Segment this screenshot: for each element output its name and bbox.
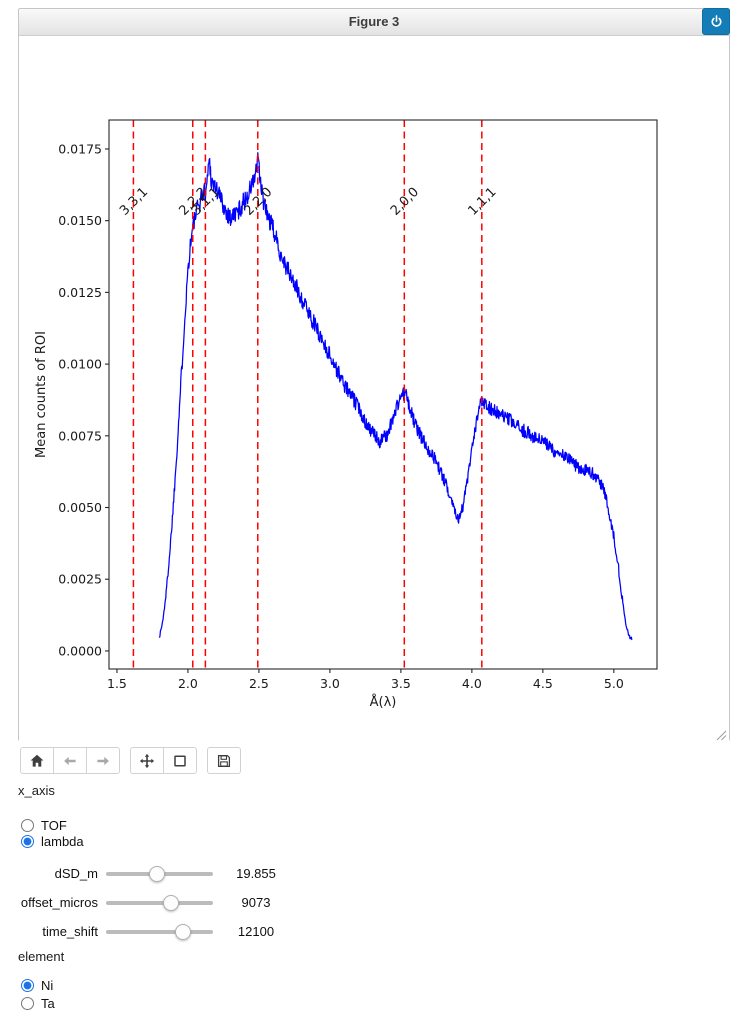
pan-icon [139, 753, 155, 768]
figure-titlebar: Figure 3 [19, 8, 730, 36]
offset_micros-slider-track[interactable] [106, 894, 213, 911]
save-button[interactable] [207, 747, 241, 774]
close-figure-button[interactable] [702, 8, 730, 35]
element-section-label: element [18, 949, 65, 964]
y-tick-label: 0.0075 [58, 428, 102, 443]
dSD_m-slider-handle[interactable] [148, 865, 165, 882]
figure-widget: Figure 3 3,3,1 2,2,2 3,1,1 2,2,0 2,0,0 1,1,1 1… [18, 8, 730, 741]
slider-row-time_shift: time_shift 12100 [0, 917, 320, 946]
back-button[interactable] [53, 747, 87, 774]
radio-label: TOF [41, 817, 67, 833]
figure-title: Figure 3 [348, 14, 400, 29]
resize-grip-icon [716, 730, 727, 741]
zoom-rect-button[interactable] [163, 747, 197, 774]
plot-canvas-area: 3,3,1 2,2,2 3,1,1 2,2,0 2,0,0 1,1,1 1.5 2.0 2.5 3… [19, 36, 729, 741]
y-tick-label: 0.0150 [58, 213, 102, 228]
x_axis-option-TOF[interactable]: TOF [19, 817, 84, 833]
slider-stack: dSD_m 19.855 offset_micros 9073 time_shift 12… [0, 859, 320, 946]
radio-label: lambda [41, 833, 84, 849]
x_axis-radio-TOF[interactable] [21, 818, 34, 832]
x-tick-label: 5.0 [604, 676, 624, 691]
toolbar-button-group [207, 747, 241, 774]
offset_micros-readout: 9073 [241, 895, 271, 910]
x_axis-option-lambda[interactable]: lambda [19, 833, 84, 849]
element-radio-group: Ni Ta [19, 976, 55, 1012]
y-tick-label: 0.0000 [58, 643, 102, 658]
y-tick-label: 0.0025 [58, 572, 102, 587]
x-tick-label: 2.0 [178, 676, 198, 691]
dSD_m-slider-track[interactable] [106, 865, 213, 882]
element-option-Ta[interactable]: Ta [19, 994, 55, 1012]
radio-label: Ni [41, 977, 54, 993]
slider-row-dSD_m: dSD_m 19.855 [0, 859, 320, 888]
back-icon [64, 756, 76, 765]
resize-handle[interactable] [716, 728, 727, 741]
slider-label: dSD_m [54, 866, 98, 881]
x-tick-label: 3.5 [391, 676, 411, 691]
element-radio-Ta[interactable] [21, 996, 34, 1010]
element-radio-Ni[interactable] [21, 978, 34, 992]
x-axis-section-label: x_axis [18, 783, 55, 798]
home-icon [30, 754, 44, 767]
x-tick-label: 3.0 [320, 676, 340, 691]
x_axis-radio-lambda[interactable] [21, 834, 34, 848]
pan-button[interactable] [130, 747, 164, 774]
toolbar-button-group [20, 747, 120, 774]
x-tick-label: 4.0 [462, 676, 482, 691]
time_shift-slider-handle[interactable] [175, 923, 192, 940]
x-axis-radio-group: TOF lambda [19, 817, 84, 849]
figure-canvas[interactable]: 3,3,1 2,2,23,1,1 2,2,0 2,0,0 1,1,11.5 2.0 2.5 3… [19, 36, 729, 741]
save-icon [217, 754, 231, 767]
y-tick-label: 0.0175 [58, 141, 102, 156]
slider-label: offset_micros [20, 895, 98, 910]
x-tick-label: 4.5 [533, 676, 553, 691]
time_shift-readout: 12100 [237, 924, 275, 939]
time_shift-slider-track[interactable] [106, 923, 213, 940]
dSD_m-readout: 19.855 [236, 866, 276, 881]
power-icon [711, 15, 721, 27]
slider-row-offset_micros: offset_micros 9073 [0, 888, 320, 917]
forward-button[interactable] [86, 747, 120, 774]
y-tick-label: 0.0050 [58, 500, 102, 515]
home-button[interactable] [20, 747, 54, 774]
plot-toolbar [20, 747, 241, 774]
data-line [158, 152, 633, 641]
element-option-Ni[interactable]: Ni [19, 976, 55, 994]
toolbar-button-group [130, 747, 197, 774]
y-tick-label: 0.0125 [58, 285, 102, 300]
offset_micros-slider-handle[interactable] [163, 894, 180, 911]
forward-icon [97, 756, 109, 765]
y-axis-label: Mean counts of ROI [34, 331, 49, 458]
zoom-rect-icon [174, 754, 186, 767]
radio-label: Ta [41, 995, 55, 1011]
x-axis-label: Å(λ) [370, 694, 397, 710]
x-tick-label: 1.5 [107, 676, 127, 691]
y-tick-label: 0.0100 [58, 357, 102, 372]
x-tick-label: 2.5 [249, 676, 269, 691]
axes-spines [108, 119, 658, 670]
slider-label: time_shift [42, 924, 98, 939]
